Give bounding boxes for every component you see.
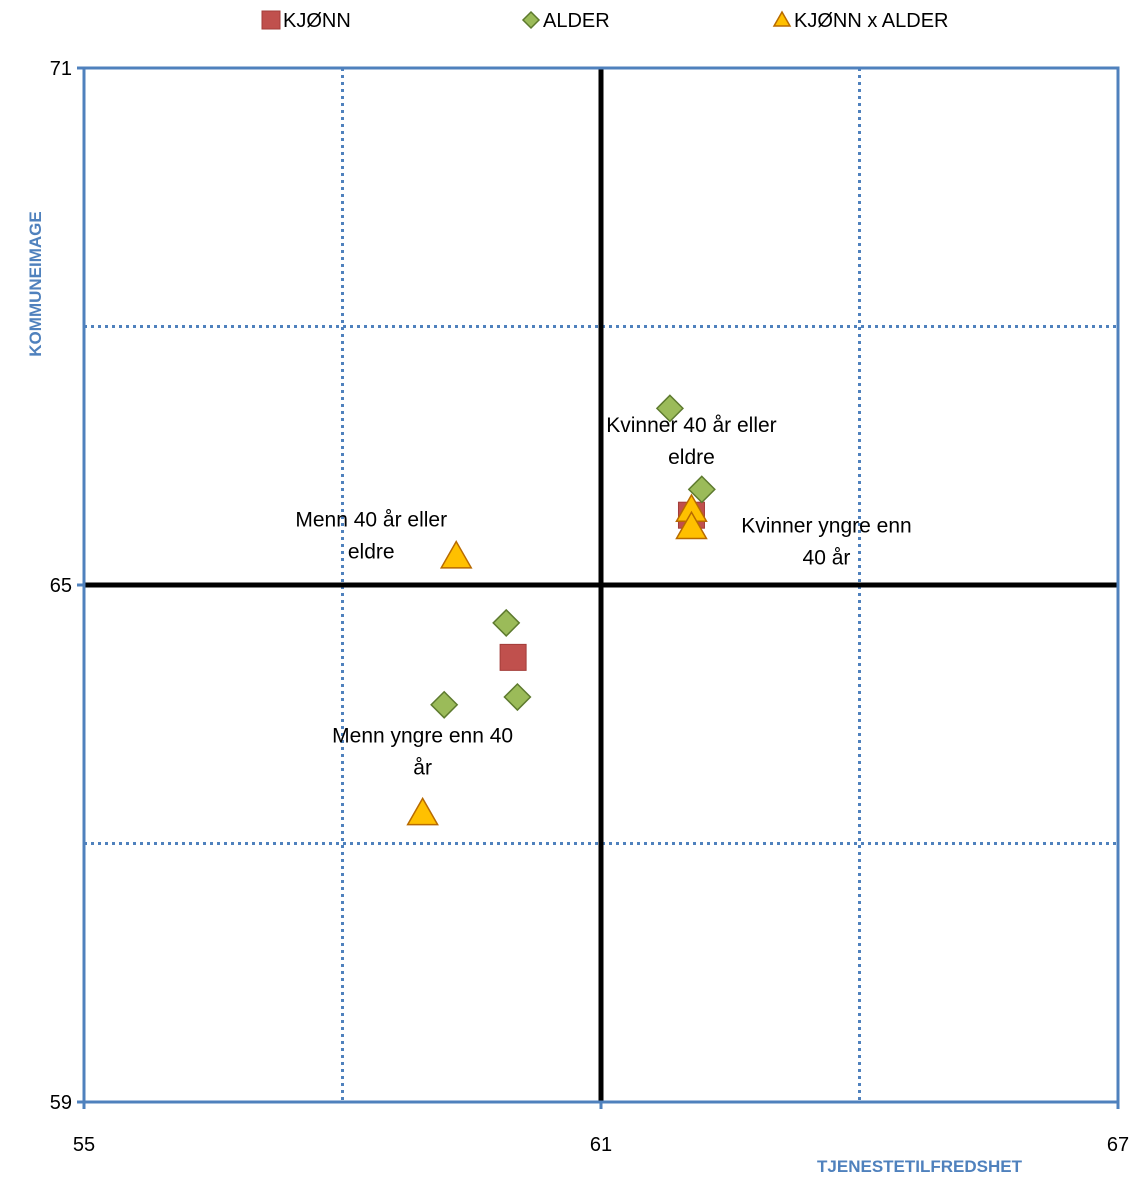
y-tick-label: 59 <box>50 1092 72 1114</box>
point-annotations: Kvinner 40 år eller eldre Kvinner yngre en… <box>295 414 911 779</box>
gridlines <box>84 68 1118 1102</box>
x-tick-label: 55 <box>73 1134 95 1156</box>
x-tick-label: 61 <box>590 1134 612 1156</box>
legend: KJØNN ALDER KJØNN x ALDER <box>261 10 948 32</box>
legend-triangle-marker <box>772 10 792 27</box>
triangle-data-point <box>675 510 708 540</box>
point-annotation: Menn yngre enn 40 år <box>332 724 513 779</box>
diamond-data-point <box>492 608 521 637</box>
y-tick-label: 71 <box>50 58 72 80</box>
legend-diamond-marker <box>521 10 541 30</box>
reference-lines <box>84 68 1118 1102</box>
diamond-data-point <box>503 682 532 712</box>
legend-square-marker <box>261 10 281 30</box>
point-annotation-line: eldre <box>348 541 395 564</box>
point-annotation: Menn 40 år eller eldre <box>295 509 447 564</box>
x-tick-label: 67 <box>1107 1134 1129 1156</box>
point-annotation-line: eldre <box>668 446 715 469</box>
y-axis-title: KOMMUNEIMAGE <box>26 211 45 356</box>
point-annotation-line: 40 år <box>803 546 851 569</box>
triangle-data-point <box>439 540 473 569</box>
legend-entry-label: KJØNN x ALDER <box>794 10 948 32</box>
point-annotation-line: Kvinner 40 år eller <box>606 414 776 437</box>
axes: 55 61 67 71 65 59 <box>50 58 1129 1156</box>
data-points <box>406 394 716 826</box>
diamond-data-point <box>687 475 716 504</box>
x-axis-title: TJENESTETILFREDSHET <box>817 1157 1023 1176</box>
point-annotation-line: Menn yngre enn 40 <box>332 724 513 747</box>
point-annotation-line: Kvinner yngre enn <box>741 514 911 537</box>
point-annotation: Kvinner 40 år eller eldre <box>606 414 776 469</box>
legend-entry-label: KJØNN <box>283 10 351 32</box>
triangle-data-point <box>406 796 439 826</box>
legend-entry-label: ALDER <box>543 10 610 32</box>
point-annotation: Kvinner yngre enn 40 år <box>741 514 911 569</box>
y-tick-label: 65 <box>50 575 72 597</box>
point-annotation-line: år <box>413 756 432 779</box>
square-data-point <box>499 643 527 671</box>
diamond-data-point <box>430 690 459 719</box>
diamond-data-point <box>655 394 684 423</box>
point-annotation-line: Menn 40 år eller <box>295 509 447 532</box>
